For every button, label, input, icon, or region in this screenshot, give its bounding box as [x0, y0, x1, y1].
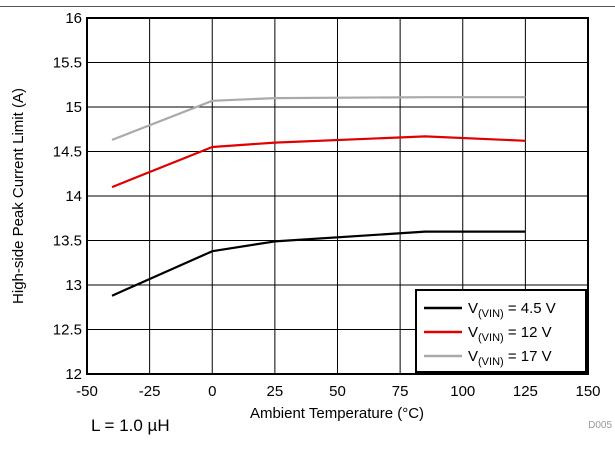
- y-tick-label: 13.5: [53, 233, 82, 250]
- x-tick-label: 75: [392, 383, 409, 400]
- plot-frame: [86, 17, 589, 375]
- x-tick-label: -25: [139, 383, 161, 400]
- series-layer: [111, 96, 526, 297]
- y-tick-label: 16: [65, 10, 82, 27]
- series-line-1: [111, 230, 526, 297]
- x-tick-label: 150: [575, 383, 600, 400]
- legend-label-1: V(VIN) = 4.5 V: [468, 300, 556, 320]
- x-axis-label: Ambient Temperature (°C): [250, 405, 424, 422]
- legend-entries: V(VIN) = 4.5 V V(VIN) = 12 V V(VIN) = 17 V: [424, 300, 556, 368]
- inductor-note: L = 1.0 µH: [91, 416, 170, 435]
- legend-label-3: V(VIN) = 17 V: [468, 348, 552, 368]
- grid-layer: [87, 18, 588, 374]
- x-tick-label: 25: [267, 383, 284, 400]
- y-tick-label: 14: [65, 188, 82, 205]
- legend: V(VIN) = 4.5 V V(VIN) = 12 V V(VIN) = 17 V: [415, 289, 587, 373]
- x-tick-labels: -50 -25 0 25 50 75 100 125 150: [76, 383, 600, 400]
- x-tick-label: 100: [450, 383, 475, 400]
- y-tick-label: 13: [65, 277, 82, 294]
- legend-label-2: V(VIN) = 12 V: [468, 324, 552, 344]
- y-tick-label: 12: [65, 366, 82, 383]
- y-axis-label: High-side Peak Current Limit (A): [10, 88, 27, 304]
- y-tick-label: 15.5: [53, 55, 82, 72]
- series-line-2: [111, 135, 526, 189]
- y-tick-label: 14.5: [53, 144, 82, 161]
- top-rule: [0, 6, 615, 7]
- legend-box: [415, 289, 587, 373]
- x-tick-label: 0: [208, 383, 216, 400]
- y-tick-label: 12.5: [53, 322, 82, 339]
- x-tick-label: 125: [513, 383, 538, 400]
- x-tick-label: 50: [329, 383, 346, 400]
- figure-code: D005: [588, 420, 612, 431]
- y-tick-labels: 12 12.5 13 13.5 14 14.5 15 15.5 16: [53, 10, 82, 383]
- series-line-3: [111, 96, 526, 141]
- y-tick-label: 15: [65, 99, 82, 116]
- x-tick-label: -50: [76, 383, 98, 400]
